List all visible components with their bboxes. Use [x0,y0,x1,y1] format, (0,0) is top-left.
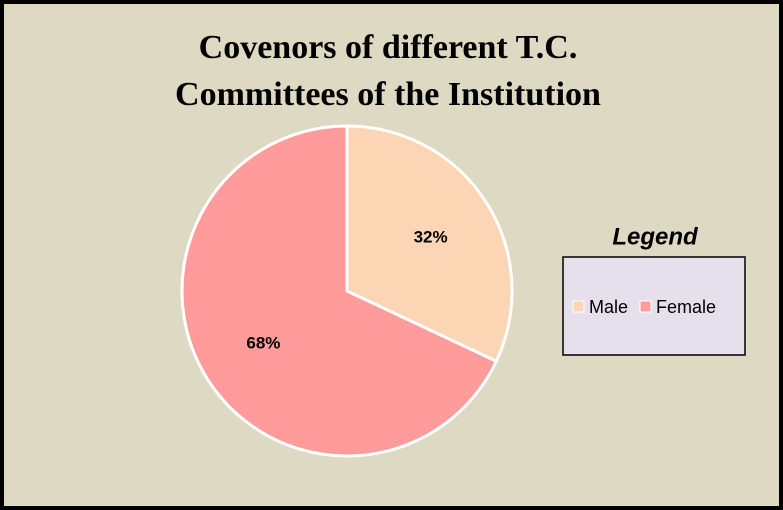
legend-label: Female [656,297,716,317]
legend-title: Legend [612,223,699,250]
legend-box [562,256,746,356]
data-label: 32% [414,227,448,246]
pie-slice [345,124,514,364]
legend-label: Male [589,297,628,317]
legend-swatch [639,300,652,313]
pie-slice [180,124,499,458]
chart-title: Covenors of different T.C. Committees of… [175,29,601,113]
data-label: 68% [246,334,280,353]
legend-swatch [572,300,585,313]
